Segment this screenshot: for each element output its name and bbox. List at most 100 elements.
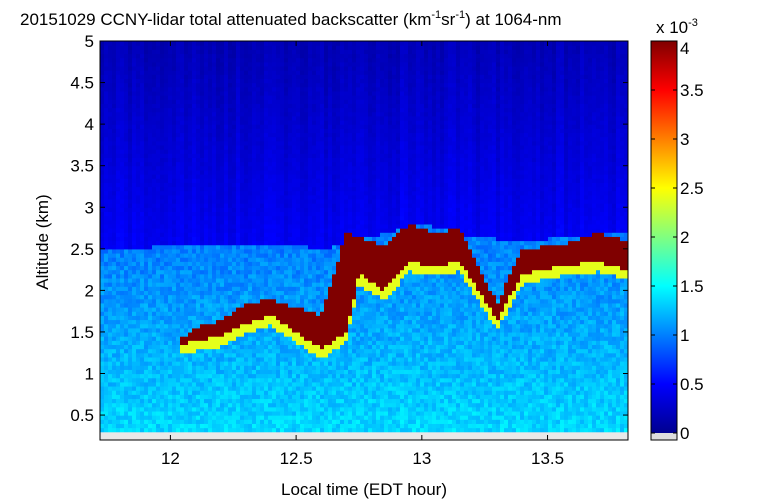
heatmap-cell bbox=[176, 348, 181, 354]
heatmap-cell bbox=[140, 115, 145, 121]
heatmap-cell bbox=[260, 435, 265, 440]
heatmap-cell bbox=[280, 323, 285, 329]
heatmap-cell bbox=[100, 203, 105, 208]
heatmap-cell bbox=[264, 165, 269, 171]
heatmap-cell bbox=[200, 41, 205, 46]
heatmap-cell bbox=[116, 70, 121, 75]
heatmap-cell bbox=[128, 435, 133, 440]
heatmap-cell bbox=[132, 194, 137, 200]
heatmap-cell bbox=[208, 344, 213, 350]
heatmap-cell bbox=[160, 49, 165, 55]
heatmap-cell bbox=[164, 157, 169, 163]
heatmap-cell bbox=[288, 153, 293, 158]
heatmap-cell bbox=[116, 99, 121, 104]
heatmap-cell bbox=[124, 381, 129, 387]
heatmap-cell bbox=[236, 344, 241, 350]
heatmap-cell bbox=[168, 415, 173, 420]
heatmap-cell bbox=[116, 265, 121, 271]
heatmap-cell bbox=[124, 186, 129, 192]
heatmap-cell bbox=[132, 203, 137, 208]
heatmap-cell bbox=[116, 57, 121, 63]
heatmap-cell bbox=[228, 111, 233, 117]
heatmap-cell bbox=[156, 336, 161, 341]
heatmap-cell bbox=[204, 381, 209, 387]
heatmap-cell bbox=[112, 178, 117, 183]
heatmap-cell bbox=[180, 190, 185, 196]
heatmap-cell bbox=[132, 111, 137, 117]
heatmap-cell bbox=[128, 144, 133, 150]
heatmap-cell bbox=[212, 369, 217, 375]
heatmap-cell bbox=[220, 248, 225, 254]
heatmap-cell bbox=[156, 178, 161, 183]
heatmap-cell bbox=[156, 198, 161, 204]
heatmap-cell bbox=[140, 41, 145, 46]
heatmap-cell bbox=[144, 327, 149, 333]
heatmap-cell bbox=[216, 53, 221, 59]
heatmap-cell bbox=[268, 215, 273, 221]
heatmap-cell bbox=[144, 273, 149, 279]
heatmap-cell bbox=[204, 427, 209, 433]
heatmap-cell bbox=[128, 265, 133, 271]
heatmap-cell bbox=[232, 415, 237, 420]
heatmap-cell bbox=[292, 182, 297, 188]
heatmap-cell bbox=[296, 136, 301, 142]
heatmap-cell bbox=[296, 169, 301, 175]
heatmap-cell bbox=[152, 248, 157, 254]
heatmap-cell bbox=[164, 194, 169, 200]
heatmap-cell bbox=[176, 219, 181, 225]
heatmap-cell bbox=[220, 165, 225, 171]
heatmap-cell bbox=[140, 165, 145, 171]
heatmap-cell bbox=[240, 282, 245, 287]
heatmap-cell bbox=[212, 223, 217, 229]
heatmap-cell bbox=[124, 41, 129, 46]
heatmap-cell bbox=[124, 45, 129, 50]
heatmap-cell bbox=[156, 95, 161, 100]
heatmap-cell bbox=[296, 86, 301, 92]
heatmap-cell bbox=[128, 219, 133, 225]
heatmap-cell bbox=[112, 252, 117, 258]
heatmap-cell bbox=[136, 286, 141, 291]
heatmap-cell bbox=[184, 331, 189, 337]
heatmap-cell bbox=[180, 90, 185, 96]
heatmap-cell bbox=[188, 298, 193, 304]
heatmap-cell bbox=[100, 410, 105, 416]
heatmap-cell bbox=[256, 390, 261, 395]
heatmap-cell bbox=[172, 169, 177, 175]
heatmap-cell bbox=[280, 352, 285, 358]
heatmap-cell bbox=[220, 431, 225, 437]
heatmap-cell bbox=[192, 423, 197, 429]
heatmap-cell bbox=[180, 336, 185, 341]
heatmap-cell bbox=[160, 394, 165, 400]
heatmap-cell bbox=[100, 232, 105, 237]
heatmap-cell bbox=[156, 103, 161, 109]
heatmap-cell bbox=[168, 394, 173, 400]
heatmap-cell bbox=[192, 124, 197, 129]
heatmap-cell bbox=[232, 369, 237, 375]
heatmap-cell bbox=[280, 402, 285, 408]
heatmap-cell bbox=[228, 203, 233, 208]
heatmap-cell bbox=[184, 236, 189, 242]
heatmap-cell bbox=[164, 273, 169, 279]
heatmap-cell bbox=[148, 290, 153, 296]
heatmap-cell bbox=[140, 390, 145, 395]
heatmap-cell bbox=[188, 361, 193, 366]
heatmap-cell bbox=[128, 228, 133, 233]
heatmap-cell bbox=[196, 115, 201, 121]
heatmap-cell bbox=[204, 369, 209, 375]
heatmap-cell bbox=[196, 161, 201, 167]
heatmap-cell bbox=[184, 248, 189, 254]
heatmap-cell bbox=[256, 361, 261, 366]
heatmap-cell bbox=[284, 124, 289, 129]
heatmap-cell bbox=[248, 232, 253, 237]
heatmap-cell bbox=[300, 307, 305, 312]
heatmap-cell bbox=[172, 307, 177, 312]
heatmap-cell bbox=[188, 252, 193, 258]
heatmap-cell bbox=[192, 381, 197, 387]
heatmap-cell bbox=[104, 99, 109, 104]
heatmap-cell bbox=[144, 369, 149, 375]
heatmap-cell bbox=[168, 390, 173, 395]
heatmap-cell bbox=[284, 223, 289, 229]
heatmap-cell bbox=[296, 107, 301, 113]
heatmap-cell bbox=[132, 174, 137, 179]
heatmap-cell bbox=[240, 153, 245, 158]
